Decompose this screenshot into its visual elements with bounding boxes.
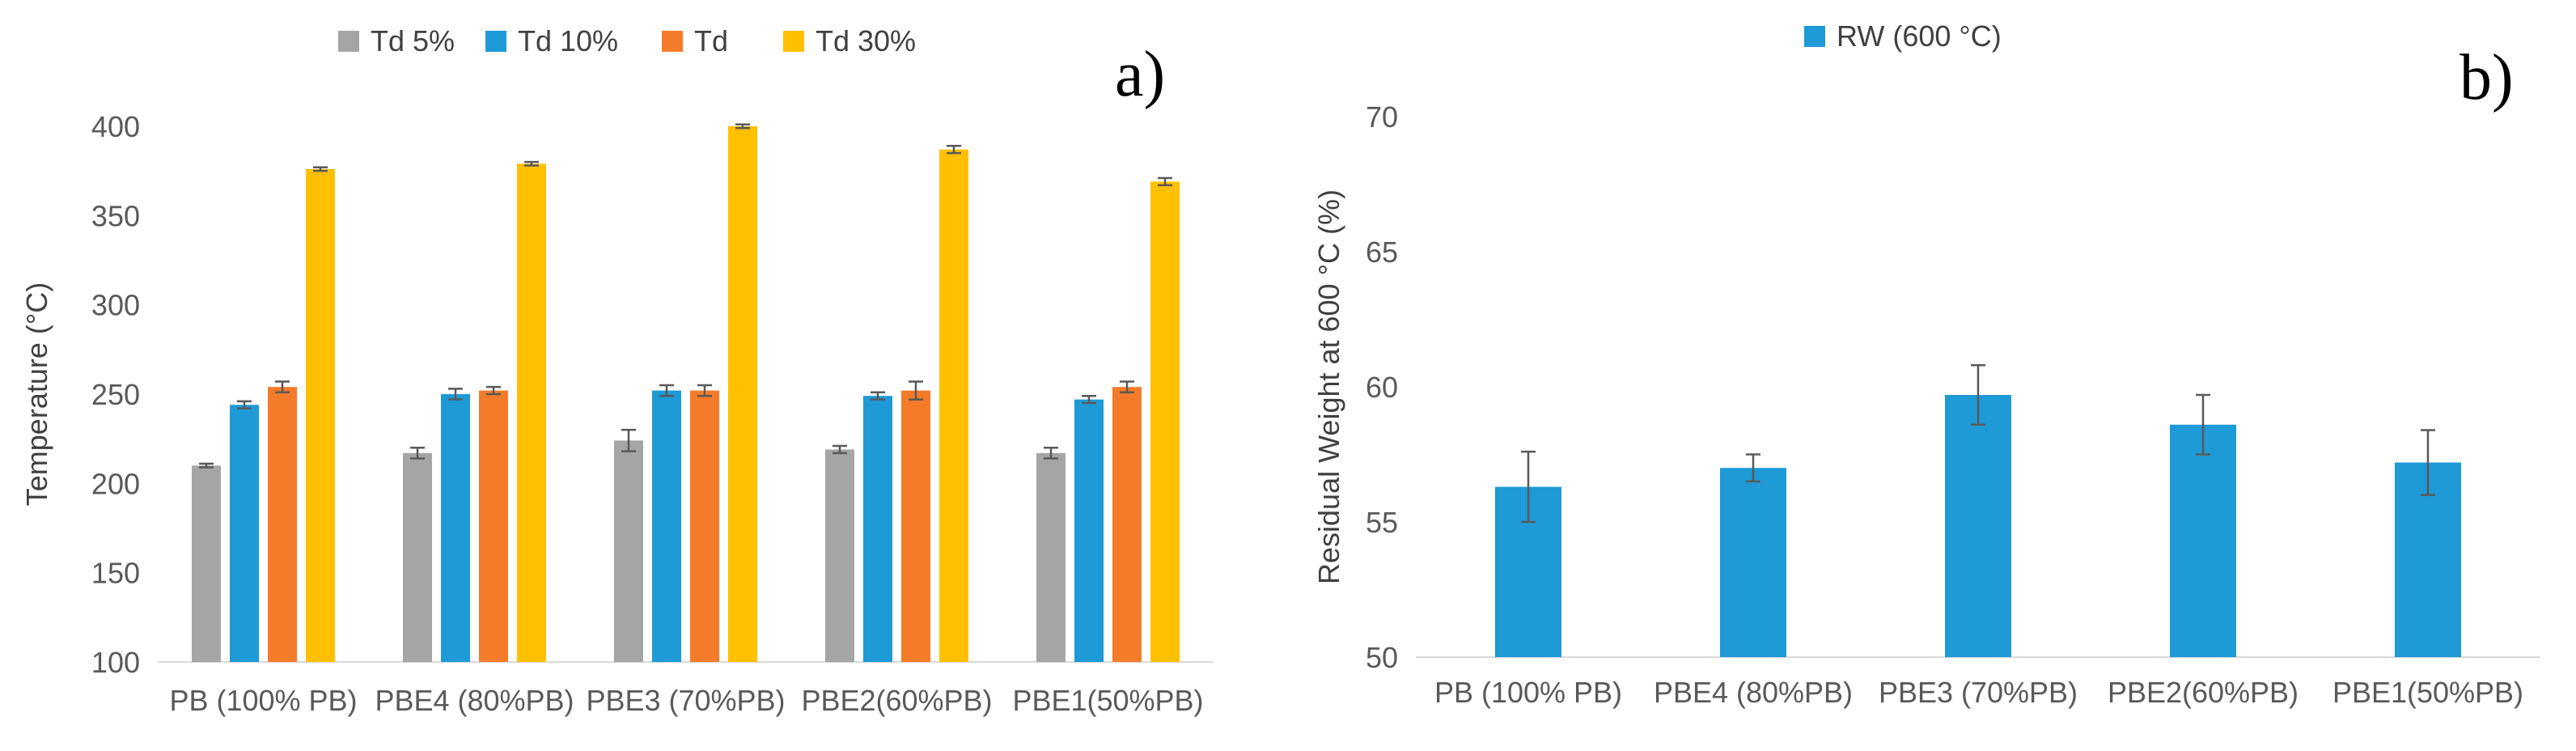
bar-td5 bbox=[1036, 452, 1066, 662]
chart-a-temperature: 100 150 200 250 300 350 400 Temperature (°C) PB … bbox=[20, 24, 1214, 717]
bar-td30 bbox=[728, 126, 757, 662]
y-tick-label: 200 bbox=[91, 467, 140, 500]
x-category-label: PBE2(60%PB) bbox=[2108, 676, 2298, 709]
bar-td bbox=[901, 390, 930, 662]
bar-td10 bbox=[1074, 399, 1104, 662]
bar-td30 bbox=[939, 149, 968, 663]
x-category-label: PBE3 (70%PB) bbox=[1879, 676, 2078, 709]
y-tick-label: 300 bbox=[91, 289, 140, 322]
legend-swatch-td10 bbox=[485, 31, 506, 52]
bar-td bbox=[1112, 387, 1142, 662]
bar-td10 bbox=[230, 405, 259, 662]
bar-td10 bbox=[863, 396, 892, 662]
bar-td30 bbox=[306, 168, 335, 662]
y-tick-label: 400 bbox=[91, 110, 140, 143]
y-tick-label: 70 bbox=[1366, 100, 1398, 134]
legend-label: Td 5% bbox=[371, 24, 455, 57]
y-axis-title: Temperature (°C) bbox=[20, 282, 53, 506]
y-axis-title: Residual Weight at 600 °C (%) bbox=[1312, 189, 1345, 584]
legend-label: Td bbox=[694, 24, 728, 57]
y-tick-label: 60 bbox=[1366, 371, 1398, 404]
x-category-label: PBE1(50%PB) bbox=[1012, 684, 1203, 717]
bar-td10 bbox=[441, 394, 470, 662]
y-tick-label: 350 bbox=[91, 199, 140, 232]
bar-td bbox=[690, 390, 719, 662]
x-category-label: PBE2(60%PB) bbox=[801, 684, 992, 717]
bar-td5 bbox=[403, 452, 432, 662]
x-category-label: PB (100% PB) bbox=[169, 684, 357, 717]
bar-td bbox=[268, 387, 297, 662]
x-category-label: PBE3 (70%PB) bbox=[586, 684, 785, 717]
legend-swatch-td bbox=[662, 31, 683, 52]
x-category-label: PBE4 (80%PB) bbox=[375, 684, 574, 717]
y-tick-label: 150 bbox=[91, 557, 140, 590]
bar-td5 bbox=[192, 465, 221, 662]
x-category-label: PB (100% PB) bbox=[1434, 676, 1622, 709]
bar-rw bbox=[1720, 468, 1786, 657]
legend-swatch-td5 bbox=[338, 31, 359, 52]
panel-letter: b) bbox=[2459, 42, 2514, 113]
legend-swatch-td30 bbox=[783, 31, 804, 52]
bar-rw bbox=[1945, 395, 2011, 657]
x-category-label: PBE1(50%PB) bbox=[2332, 676, 2523, 709]
panel-letter: a) bbox=[1115, 39, 1165, 110]
y-tick-label: 100 bbox=[91, 646, 140, 679]
bar-td5 bbox=[825, 449, 854, 662]
bar-td bbox=[479, 390, 508, 662]
chart-b-residual-weight: 50 55 60 65 70 Residual Weight at 600 °C (%) P… bbox=[1312, 19, 2540, 709]
legend-label: RW (600 °C) bbox=[1837, 19, 2002, 53]
legend-swatch-rw bbox=[1804, 26, 1825, 47]
bar-td10 bbox=[652, 390, 681, 662]
legend-label: Td 10% bbox=[518, 24, 618, 57]
bar-td30 bbox=[517, 163, 546, 663]
y-tick-label: 55 bbox=[1366, 506, 1398, 539]
bar-td5 bbox=[614, 440, 643, 662]
y-tick-label: 65 bbox=[1366, 235, 1398, 269]
legend-label: Td 30% bbox=[816, 24, 916, 57]
bar-td30 bbox=[1150, 181, 1180, 662]
x-category-label: PBE4 (80%PB) bbox=[1654, 676, 1853, 709]
bar-rw bbox=[2170, 424, 2236, 657]
y-tick-label: 250 bbox=[91, 378, 140, 411]
y-tick-label: 50 bbox=[1366, 641, 1398, 674]
